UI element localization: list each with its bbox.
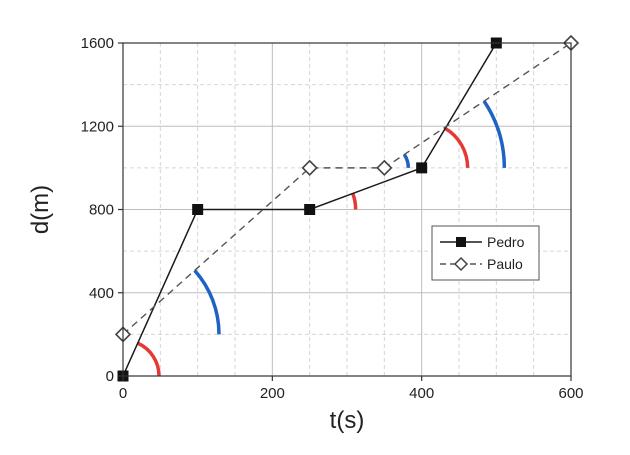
y-tick-label: 800	[89, 202, 114, 219]
legend: Pedro Paulo	[431, 225, 540, 281]
marker-paulo	[301, 159, 318, 177]
marker-pedro	[192, 204, 204, 215]
x-axis-title: t(s)	[330, 407, 365, 434]
legend-label-paulo: Paulo	[487, 256, 523, 272]
y-tick-label: 1200	[81, 118, 114, 135]
marker-paulo	[376, 159, 393, 177]
series-line-paulo	[122, 42, 572, 335]
marker-pedro	[416, 162, 428, 174]
angle-arc	[193, 269, 221, 335]
legend-label-pedro: Pedro	[487, 234, 525, 250]
y-tick-label: 0	[106, 368, 114, 385]
x-tick-label: 600	[558, 385, 583, 402]
angle-arc	[444, 126, 470, 168]
marker-pedro	[304, 204, 316, 215]
x-tick-label: 200	[260, 385, 285, 402]
legend-marker	[453, 256, 469, 272]
angle-arc	[351, 192, 358, 210]
x-tick-label: 400	[409, 385, 434, 402]
y-tick-label: 1600	[81, 35, 114, 52]
legend-marker	[456, 237, 466, 247]
y-axis-title: d(m)	[27, 185, 54, 234]
legend-box	[431, 225, 540, 281]
angle-arc	[136, 341, 161, 377]
x-tick-label: 0	[119, 385, 127, 402]
axis-ticks: 0 200 400 600 0 400 800 1200 1600	[81, 35, 584, 402]
angle-arc	[482, 100, 507, 168]
angle-arc	[402, 153, 411, 168]
grid	[123, 43, 571, 376]
y-tick-label: 400	[89, 285, 114, 302]
